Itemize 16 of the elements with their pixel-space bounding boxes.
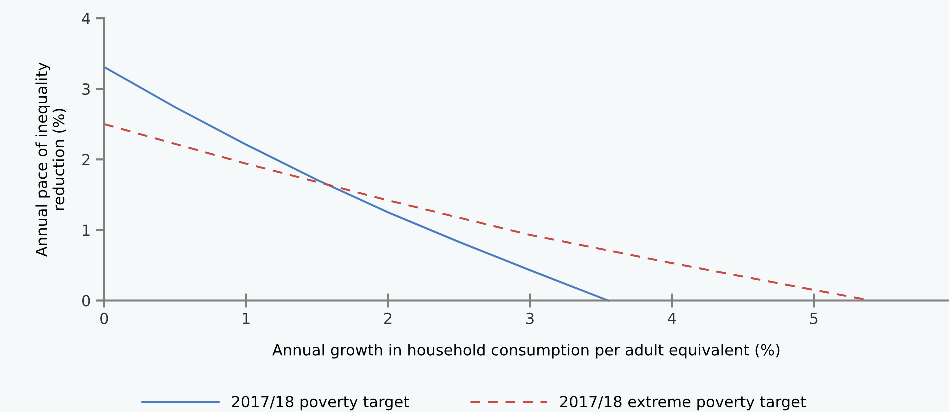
x-tick-label: 3	[526, 312, 534, 324]
y-tick-label: 4	[82, 13, 90, 24]
y-tick-label: 1	[83, 224, 90, 236]
x-tick-label: 5	[810, 313, 818, 324]
x-tick-label: 2	[384, 312, 392, 324]
y-tick-label: 0	[82, 295, 90, 307]
y-tick-label: 3	[82, 84, 90, 96]
x-tick-label: 0	[100, 312, 108, 324]
y-axis-title: Annual pace of inequality reduction (%)	[36, 62, 66, 257]
line-series	[103, 66, 610, 302]
y-tick-label: 2	[82, 154, 90, 166]
legend-label: 2017/18 extreme poverty target	[560, 396, 806, 411]
x-axis-title: Annual growth in household consumption per adult equivalent (%)	[272, 344, 780, 359]
x-tick-label: 1	[243, 313, 250, 324]
x-tick-label: 4	[668, 313, 676, 324]
legend-label: 2017/18 poverty target	[232, 396, 410, 411]
